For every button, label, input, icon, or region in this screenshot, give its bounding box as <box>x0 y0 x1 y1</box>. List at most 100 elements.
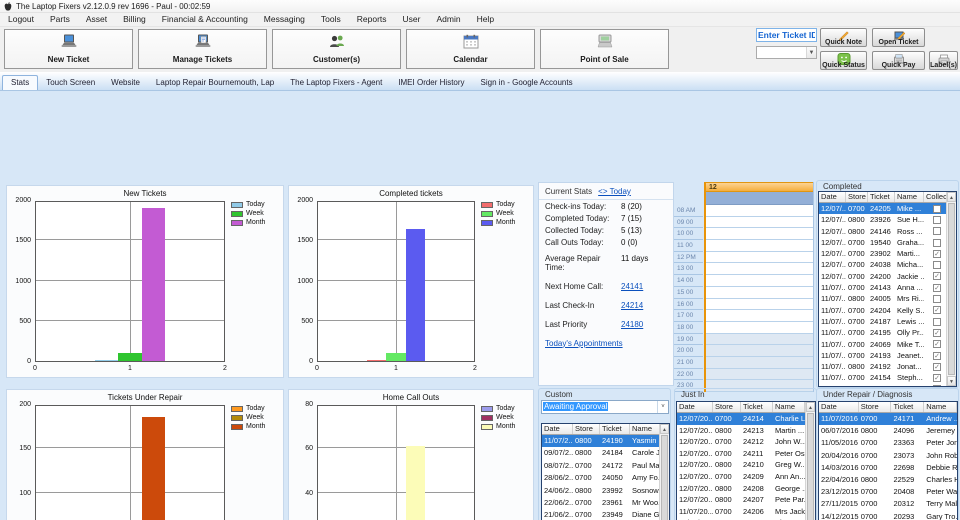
custom-filter-dropdown[interactable]: Awaiting Approval ˅ <box>541 400 669 414</box>
quick-pay-button[interactable]: Quick Pay <box>872 51 925 70</box>
scroll-thumb[interactable] <box>948 203 955 375</box>
table-row[interactable]: 12/07/20...0700 24211 Peter Os... <box>677 448 815 460</box>
table-row[interactable]: 12/07/20... 0800 24213 Martin ... <box>677 425 815 437</box>
calendar-slot-14-00[interactable] <box>706 275 813 287</box>
table-row[interactable]: 11/07/... 0700 24187 Lewis ... <box>819 316 956 327</box>
table-row[interactable]: 12/07/20...0700 24214 Charlie L... <box>677 413 815 425</box>
table-row[interactable]: 12/07/... 0700 24038 Micha... <box>819 259 956 270</box>
column-header-collected[interactable]: Collected <box>926 192 948 202</box>
table-row[interactable]: 12/07/20...0800 24207 Pete Par... <box>677 494 815 506</box>
calendar-slot-20-00[interactable] <box>706 345 813 357</box>
ticket-link-24141[interactable]: 24141 <box>621 281 644 291</box>
scroll-thumb[interactable] <box>661 435 668 520</box>
calendar-slot-19-00[interactable] <box>706 333 813 346</box>
customer-s-button[interactable]: Customer(s) <box>272 29 401 69</box>
calendar-slot-08-am[interactable] <box>706 205 813 217</box>
scroll-up-arrow[interactable]: ▲ <box>806 402 815 412</box>
table-row[interactable]: 11/07/... 0700 24069 Mike T... ✓ <box>819 339 956 350</box>
collected-checkbox[interactable] <box>933 238 941 247</box>
menu-billing[interactable]: Billing <box>123 14 146 24</box>
table-row[interactable]: 11/07/... 0700 24154 Steph... ✓ <box>819 372 956 383</box>
column-header-name[interactable]: Name <box>630 424 660 434</box>
menu-logout[interactable]: Logout <box>8 14 34 24</box>
scroll-down-arrow[interactable]: ▼ <box>947 376 956 386</box>
today-link[interactable]: <> Today <box>598 187 631 196</box>
calendar-slot-23-00[interactable] <box>706 380 813 392</box>
open-ticket-button[interactable]: Open Ticket <box>872 28 925 47</box>
table-row[interactable]: 11/07/... 0800 24192 Jonat... ✓ <box>819 361 956 372</box>
table-row[interactable]: 28/06/2...0700 24050 Amy Fo... <box>542 472 669 484</box>
ticket-id-input[interactable] <box>756 28 817 42</box>
menu-financial-accounting[interactable]: Financial & Accounting <box>161 14 248 24</box>
calendar-button[interactable]: Calendar <box>406 29 535 69</box>
table-row[interactable]: 12/07/20... 0700 24212 John W... <box>677 436 815 448</box>
table-row[interactable]: 11/07/... 0700 24204 Kelly S... ✓ <box>819 305 956 316</box>
collected-checkbox[interactable]: ✓ <box>933 362 941 371</box>
collected-checkbox[interactable] <box>933 261 941 270</box>
vertical-scrollbar[interactable]: ▲ ▼ <box>805 402 815 520</box>
table-row[interactable]: 21/06/2...0700 23949 Diane G... <box>542 509 669 520</box>
column-header-ticket[interactable]: Ticket <box>741 402 773 412</box>
column-header-ticket[interactable]: Ticket <box>868 192 895 202</box>
collected-checkbox[interactable] <box>933 204 941 213</box>
calendar-slot-11-00[interactable] <box>706 240 813 252</box>
calendar-slot-15-00[interactable] <box>706 286 813 299</box>
table-row[interactable]: 12/07/... 0800 23926 Sue H... <box>819 214 956 225</box>
table-row[interactable]: 12/07/20...0800 24208 George ... <box>677 483 815 495</box>
column-header-ticket[interactable]: Ticket <box>891 402 925 412</box>
table-row[interactable]: 11/07/... 0800 24005 Mrs Ri... <box>819 293 956 304</box>
column-header-name[interactable]: Name <box>895 192 924 202</box>
vertical-scrollbar[interactable]: ▲ ▼ <box>946 192 956 386</box>
todays-appointments-link[interactable]: Today's Appointments <box>545 338 623 348</box>
tab-website[interactable]: Website <box>111 78 140 87</box>
menu-messaging[interactable]: Messaging <box>263 14 305 24</box>
menu-user[interactable]: User <box>402 14 421 24</box>
calendar-slot-12-pm[interactable] <box>706 251 813 264</box>
menu-help[interactable]: Help <box>476 14 495 24</box>
collected-checkbox[interactable]: ✓ <box>933 306 941 315</box>
collected-checkbox[interactable]: ✓ <box>933 272 941 281</box>
quick-note-button[interactable]: Quick Note <box>820 28 867 47</box>
calendar-slot-09-00[interactable] <box>706 216 813 229</box>
table-row[interactable]: 12/07/20... 0800 24210 Greg W... <box>677 459 815 471</box>
tab-laptop-repair-bournemouth-lap[interactable]: Laptop Repair Bournemouth, Lap <box>155 78 275 87</box>
collected-checkbox[interactable]: ✓ <box>933 249 941 258</box>
table-row[interactable]: 11/07/... 0700 24143 Anna ... ✓ <box>819 282 956 293</box>
calendar-slot-18-00[interactable] <box>706 321 813 334</box>
column-header-name[interactable]: Name <box>773 402 805 412</box>
table-row[interactable]: 11/07/2...0800 24190 Yasmin S... <box>542 435 669 448</box>
new-ticket-button[interactable]: New Ticket <box>4 29 133 69</box>
calendar-slot-16-00[interactable] <box>706 298 813 311</box>
scroll-thumb[interactable] <box>807 413 814 520</box>
table-row[interactable]: 08/07/2...0700 24172 Paul Ma... <box>542 460 669 472</box>
table-row[interactable]: 12/07/... 0800 24146 Ross ... <box>819 226 956 237</box>
table-row[interactable]: 11/07/...0700 <box>819 384 956 386</box>
column-header-name[interactable]: Name <box>924 402 957 412</box>
calendar-allday-row[interactable] <box>706 192 813 205</box>
menu-reports[interactable]: Reports <box>356 14 387 24</box>
tab-touch-screen[interactable]: Touch Screen <box>46 78 96 87</box>
table-row[interactable]: 11/07/2016 0700 24171 Andrew ... <box>819 413 957 426</box>
collected-checkbox[interactable] <box>933 317 941 326</box>
point-of-sale-button[interactable]: Point of Sale <box>540 29 669 69</box>
column-header-date[interactable]: Date <box>819 402 859 412</box>
ticket-link-24214[interactable]: 24214 <box>621 300 644 310</box>
collected-checkbox[interactable] <box>933 295 941 304</box>
collected-checkbox[interactable]: ✓ <box>933 351 941 360</box>
collected-checkbox[interactable]: ✓ <box>933 340 941 349</box>
calendar-slot-10-00[interactable] <box>706 228 813 241</box>
table-row[interactable]: 12/07/... 0700 23902 Marti... ✓ <box>819 248 956 259</box>
table-row[interactable]: 22/06/2...0700 23961 Mr Woo... <box>542 497 669 509</box>
calendar-slot-13-00[interactable] <box>706 263 813 276</box>
collected-checkbox[interactable]: ✓ <box>933 283 941 292</box>
menu-parts[interactable]: Parts <box>50 14 70 24</box>
column-header-store[interactable]: Store <box>846 192 868 202</box>
label-s-button[interactable]: Print Label(s) <box>929 51 958 70</box>
